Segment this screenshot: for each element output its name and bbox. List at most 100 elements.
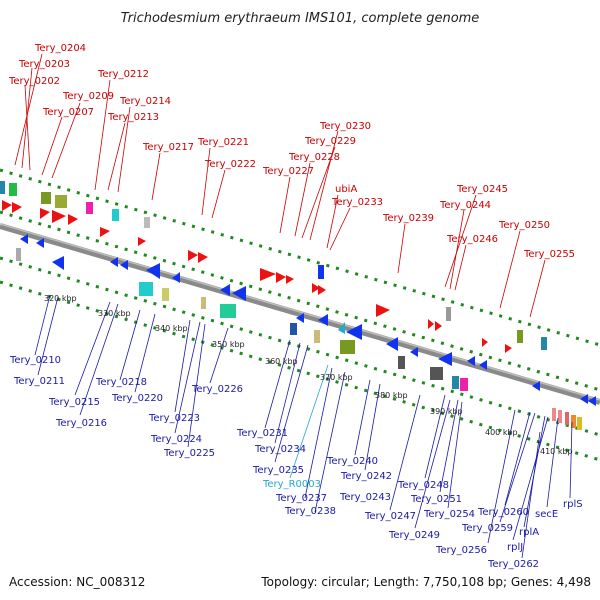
gene-label: Tery_0207 bbox=[42, 107, 94, 118]
forward-inner-dots bbox=[0, 210, 600, 392]
reverse-gene-arrows bbox=[20, 234, 596, 406]
gene-label: Tery_0249 bbox=[388, 530, 440, 541]
gene-label: Tery_0217 bbox=[142, 142, 194, 153]
gene-label: secE bbox=[535, 509, 558, 520]
gene-arrow bbox=[120, 260, 128, 270]
forward-gene-arrows bbox=[2, 200, 512, 353]
gene-label: Tery_0212 bbox=[97, 69, 149, 80]
gene-label: Tery_0240 bbox=[326, 456, 378, 467]
gene-label: Tery_0222 bbox=[204, 159, 256, 170]
gene-label: Tery_0213 bbox=[107, 112, 159, 123]
gene-label: Tery_0221 bbox=[197, 137, 249, 148]
gene-arrow bbox=[532, 381, 540, 391]
gene-arrow bbox=[482, 338, 488, 347]
gene-feature-boxes bbox=[0, 181, 582, 430]
gene-label: ubiA bbox=[335, 184, 357, 195]
gene-arrow bbox=[198, 252, 208, 263]
gene-label: rplA bbox=[519, 527, 539, 538]
gene-label: Tery_0211 bbox=[13, 376, 65, 387]
gene-box bbox=[558, 410, 562, 423]
topology-text: Topology: circular; Length: 7,750,108 bp… bbox=[260, 575, 591, 589]
gene-arrow bbox=[286, 275, 294, 284]
gene-label: Tery_0225 bbox=[163, 448, 215, 459]
gene-label: Tery_0244 bbox=[439, 200, 491, 211]
gene-box bbox=[398, 356, 405, 369]
gene-label: Tery_0209 bbox=[62, 91, 114, 102]
gene-label: Tery_0260 bbox=[477, 507, 529, 518]
gene-arrow bbox=[68, 214, 78, 225]
gene-arrow bbox=[386, 337, 398, 351]
tick-label: 410 kbp bbox=[540, 447, 573, 456]
gene-label: Tery_0245 bbox=[456, 184, 508, 195]
tick-label: 380 kbp bbox=[375, 391, 408, 400]
gene-box bbox=[41, 192, 51, 204]
map-title: Trichodesmium erythraeum IMS101, complet… bbox=[121, 11, 480, 26]
gene-label: Tery_0202 bbox=[8, 76, 60, 87]
gene-box bbox=[55, 195, 67, 208]
tick-label: 350 kbp bbox=[212, 340, 245, 349]
gene-label: Tery_R0003 bbox=[262, 479, 321, 490]
gene-box bbox=[0, 181, 5, 194]
rna-gene-arrow bbox=[338, 322, 345, 334]
tick-label: 360 kbp bbox=[265, 357, 298, 366]
gene-box bbox=[86, 202, 93, 214]
gene-arrow bbox=[110, 257, 118, 267]
gene-arrow bbox=[318, 285, 326, 295]
gene-label: Tery_0231 bbox=[236, 428, 288, 439]
gene-arrow bbox=[296, 313, 304, 323]
forward-leader-lines bbox=[14, 53, 546, 318]
gene-arrow bbox=[260, 268, 276, 281]
reverse-leader-lines bbox=[34, 294, 573, 559]
reverse-gene-labels: Tery_0210 Tery_0211 Tery_0215 Tery_0216 … bbox=[9, 355, 583, 570]
tick-label: 320 kbp bbox=[44, 294, 77, 303]
gene-label: Tery_0242 bbox=[340, 471, 392, 482]
gene-box bbox=[565, 412, 569, 425]
forward-outer-dots bbox=[0, 168, 600, 347]
gene-label: Tery_0227 bbox=[262, 166, 314, 177]
gene-box bbox=[112, 209, 119, 221]
gene-box bbox=[541, 337, 547, 350]
gene-label: Tery_0243 bbox=[339, 492, 391, 503]
gene-label: Tery_0226 bbox=[191, 384, 243, 395]
gene-arrow bbox=[188, 250, 198, 261]
gene-arrow bbox=[220, 284, 230, 296]
gene-arrow bbox=[100, 227, 110, 237]
gene-arrow bbox=[52, 256, 64, 270]
gene-arrow bbox=[146, 263, 160, 279]
gene-box bbox=[139, 282, 153, 296]
backbone-highlight bbox=[0, 223, 600, 401]
gene-label: Tery_0223 bbox=[148, 413, 200, 424]
gene-box bbox=[144, 217, 150, 228]
tick-label: 340 kbp bbox=[155, 324, 188, 333]
gene-box bbox=[314, 330, 320, 343]
tick-label: 400 kbp bbox=[485, 428, 518, 437]
gene-arrow bbox=[20, 234, 28, 244]
gene-label: Tery_0216 bbox=[55, 418, 107, 429]
gene-label: Tery_0251 bbox=[410, 494, 462, 505]
gene-label: Tery_0235 bbox=[252, 465, 304, 476]
gene-box bbox=[577, 417, 582, 430]
gene-arrow bbox=[232, 286, 246, 301]
gene-box bbox=[340, 340, 355, 354]
gene-label: Tery_0247 bbox=[364, 511, 416, 522]
gene-arrow bbox=[172, 272, 180, 283]
gene-label: Tery_0238 bbox=[284, 506, 336, 517]
gene-box bbox=[290, 323, 297, 335]
gene-label: Tery_0224 bbox=[150, 434, 202, 445]
gene-arrow bbox=[36, 238, 44, 248]
gene-box bbox=[571, 415, 576, 428]
gene-label: Tery_0239 bbox=[382, 213, 434, 224]
gene-label: rplS bbox=[563, 499, 583, 510]
gene-label: Tery_0234 bbox=[254, 444, 306, 455]
gene-arrow bbox=[276, 272, 286, 283]
gene-label: rplJ bbox=[507, 542, 523, 553]
gene-box bbox=[16, 248, 21, 261]
gene-label: Tery_0255 bbox=[523, 249, 575, 260]
gene-arrow bbox=[312, 283, 320, 293]
gene-label: Tery_0230 bbox=[319, 121, 371, 132]
gene-label: Tery_0220 bbox=[111, 393, 163, 404]
gene-label: Tery_0248 bbox=[397, 480, 449, 491]
gene-label: Tery_0259 bbox=[461, 523, 513, 534]
gene-label: Tery_0254 bbox=[423, 509, 475, 520]
gene-arrow bbox=[438, 352, 452, 366]
